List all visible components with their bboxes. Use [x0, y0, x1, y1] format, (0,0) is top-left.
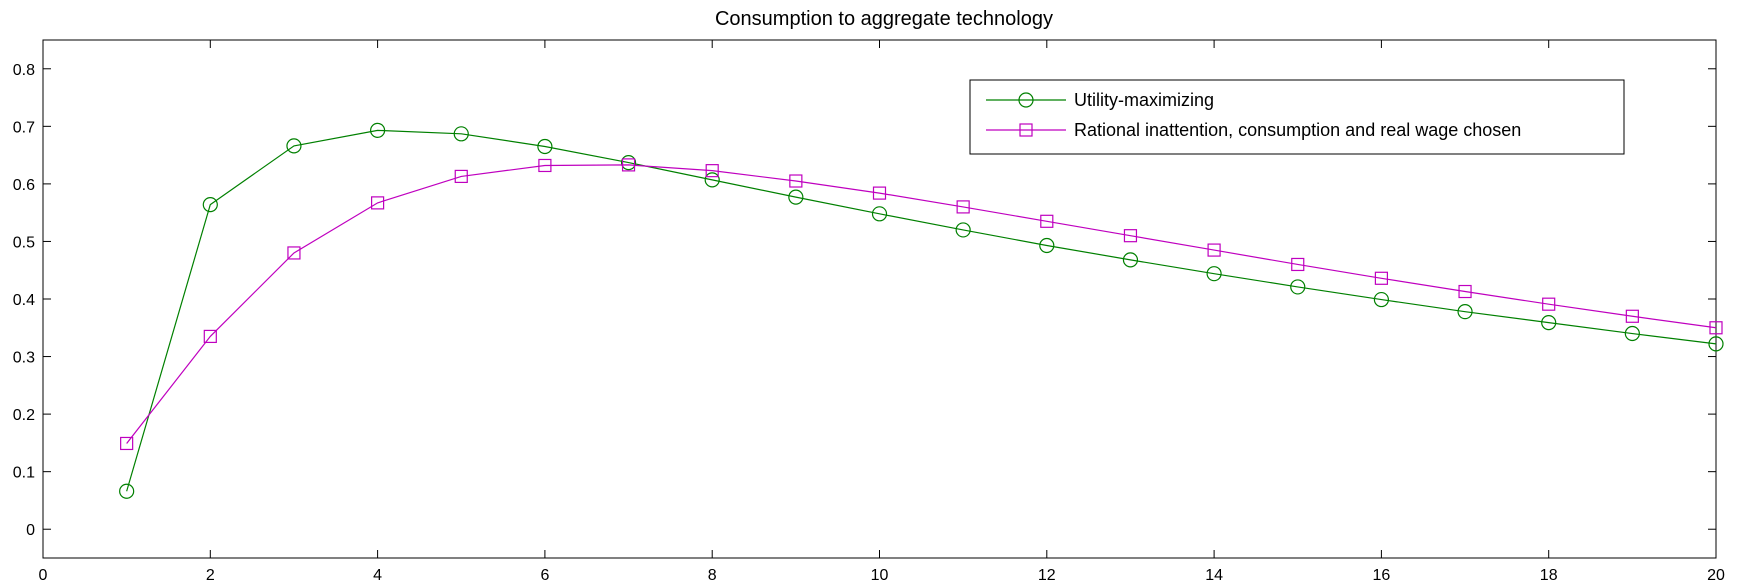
- series-1: [119, 122, 1724, 499]
- y-tick-label: 0.4: [13, 292, 35, 309]
- legend-box: [969, 79, 1625, 155]
- data-point: [119, 483, 135, 499]
- data-point: [371, 196, 385, 210]
- series-2: [120, 158, 1723, 451]
- data-point: [1709, 321, 1723, 335]
- data-point: [789, 174, 803, 188]
- y-tick-label: 0.2: [13, 407, 35, 424]
- x-tick-label: 2: [206, 567, 215, 584]
- legend-label: Rational inattention, consumption and re…: [1074, 120, 1521, 140]
- x-tick-label: 10: [871, 567, 889, 584]
- data-point: [1458, 284, 1472, 299]
- legend-item: Utility-maximizing: [986, 90, 1214, 110]
- y-tick-label: 0: [26, 522, 35, 539]
- data-point: [1291, 257, 1305, 272]
- data-point: [202, 197, 218, 213]
- data-point: [705, 164, 719, 178]
- data-point: [370, 122, 386, 138]
- legend-entries: Utility-maximizing Rational inattention, …: [986, 90, 1521, 140]
- x-axis: 0 2 4 6 8 10 12 14 16 18 20: [39, 40, 1725, 584]
- x-tick-label: 18: [1540, 567, 1558, 584]
- data-point: [287, 246, 301, 260]
- chart-title: Consumption to aggregate technology: [715, 8, 1053, 30]
- data-point: [620, 154, 637, 171]
- x-tick-label: 12: [1038, 567, 1056, 584]
- y-tick-label: 0.5: [13, 234, 35, 251]
- legend-swatch-marker: [1019, 123, 1033, 137]
- x-tick-label: 6: [540, 567, 549, 584]
- data-point: [454, 169, 468, 184]
- y-tick-label: 0.7: [13, 119, 35, 136]
- legend-swatch-marker: [1018, 92, 1034, 108]
- x-tick-label: 4: [373, 567, 382, 584]
- data-point: [955, 222, 971, 238]
- y-tick-label: 0.6: [13, 177, 35, 194]
- data-point: [1122, 252, 1139, 268]
- data-point: [537, 138, 553, 155]
- data-point: [1039, 237, 1055, 254]
- data-point: [872, 186, 887, 200]
- x-tick-label: 0: [39, 567, 48, 584]
- data-point: [1373, 291, 1390, 308]
- data-point: [704, 172, 720, 188]
- data-point: [1457, 304, 1473, 320]
- data-point: [1206, 266, 1222, 282]
- data-point: [1040, 214, 1054, 228]
- y-tick-label: 0.3: [13, 350, 35, 367]
- legend-label: Utility-maximizing: [1074, 90, 1214, 110]
- data-point: [1541, 314, 1557, 331]
- data-point: [203, 329, 217, 344]
- data-point: [1207, 243, 1221, 257]
- legend: Utility-maximizing Rational inattention, …: [969, 79, 1625, 155]
- data-point: [1542, 297, 1556, 311]
- data-point: [1708, 336, 1724, 352]
- x-tick-label: 20: [1707, 567, 1725, 584]
- y-tick-label: 0.8: [13, 62, 35, 79]
- data-point: [1290, 279, 1306, 295]
- series-line: [126, 164, 1717, 444]
- data-point: [538, 158, 552, 173]
- data-point: [621, 158, 636, 172]
- data-point: [956, 200, 970, 214]
- data-point: [120, 436, 134, 451]
- data-point: [286, 138, 302, 154]
- x-tick-label: 14: [1205, 567, 1223, 584]
- data-point: [1123, 229, 1138, 243]
- data-point: [1624, 325, 1640, 342]
- x-tick-label: 16: [1373, 567, 1391, 584]
- data-point: [1374, 271, 1389, 285]
- y-tick-label: 0.1: [13, 465, 35, 482]
- data-point: [1625, 309, 1639, 323]
- data-point: [871, 206, 888, 222]
- x-tick-label: 8: [708, 567, 717, 584]
- series-layer: [119, 122, 1724, 499]
- data-point: [788, 189, 804, 205]
- legend-item: Rational inattention, consumption and re…: [986, 120, 1521, 140]
- series-line: [126, 129, 1717, 492]
- y-axis: 0 0.1 0.2 0.3 0.4 0.5 0.6 0.7 0.8: [13, 62, 1716, 539]
- data-point: [453, 126, 469, 142]
